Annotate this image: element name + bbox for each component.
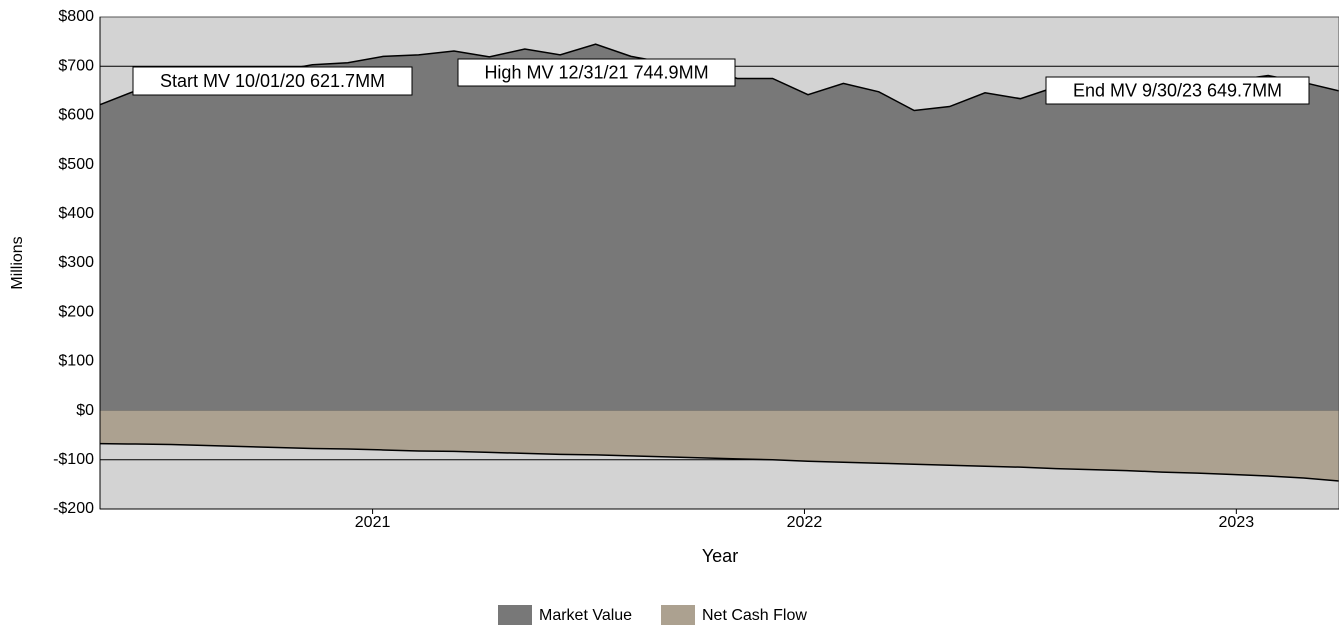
y-axis-label: Millions xyxy=(9,236,26,289)
x-axis-label: Year xyxy=(702,546,738,566)
legend-swatch xyxy=(498,605,532,625)
y-tick-label: -$200 xyxy=(53,500,94,517)
annotation: High MV 12/31/21 744.9MM xyxy=(484,62,708,82)
area-outline xyxy=(99,442,1339,482)
legend-swatch xyxy=(661,605,695,625)
x-tick-label: 2023 xyxy=(1219,514,1255,531)
y-tick-label: $700 xyxy=(58,57,94,74)
annotation-box xyxy=(132,66,413,96)
legend-label: Market Value xyxy=(539,607,632,624)
y-tick-label: $400 xyxy=(58,205,94,222)
x-tick-label: 2022 xyxy=(787,514,823,531)
y-tick-label: -$100 xyxy=(53,451,94,468)
annotation-box xyxy=(457,58,736,87)
legend-label: Net Cash Flow xyxy=(702,607,807,624)
y-tick-label: $500 xyxy=(58,156,94,173)
y-tick-label: $300 xyxy=(58,254,94,271)
area xyxy=(100,410,1339,481)
area xyxy=(100,44,1339,411)
y-tick-label: $800 xyxy=(58,8,94,25)
x-tick-label: 2021 xyxy=(355,514,391,531)
y-tick-label: $600 xyxy=(58,107,94,124)
y-tick-label: $200 xyxy=(58,303,94,320)
annotation: End MV 9/30/23 649.7MM xyxy=(1073,80,1282,100)
y-tick-label: $0 xyxy=(76,402,94,419)
y-tick-label: $100 xyxy=(58,353,94,370)
annotation: Start MV 10/01/20 621.7MM xyxy=(160,71,385,91)
annotation-box xyxy=(1045,76,1310,105)
